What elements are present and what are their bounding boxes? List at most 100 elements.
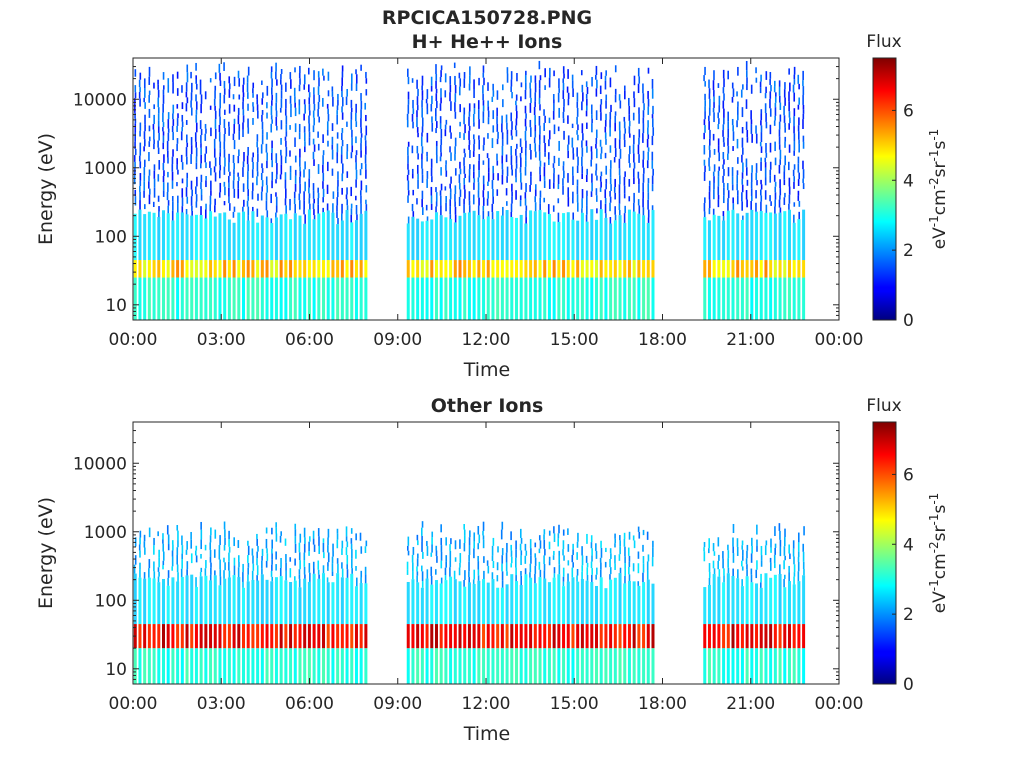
heatmap-cell xyxy=(764,573,768,625)
heatmap-cell xyxy=(538,151,541,161)
heatmap-cell xyxy=(472,583,476,625)
heatmap-cell xyxy=(647,554,650,562)
heatmap-cell xyxy=(166,585,170,625)
heatmap-cell xyxy=(434,569,437,575)
heatmap-cell xyxy=(242,587,246,625)
colorbar-tick-label: 0 xyxy=(903,675,914,695)
heatmap-cell xyxy=(214,119,217,129)
heatmap-cell xyxy=(312,530,315,539)
heatmap-column xyxy=(609,548,613,684)
heatmap-cell xyxy=(529,260,533,278)
heatmap-cell xyxy=(759,211,763,261)
heatmap-cell xyxy=(502,206,504,216)
heatmap-cell xyxy=(289,568,292,578)
heatmap-cell xyxy=(774,563,776,569)
heatmap-cell xyxy=(765,113,767,122)
heatmap-cell xyxy=(430,648,434,684)
heatmap-cell xyxy=(430,552,433,557)
heatmap-cell xyxy=(152,260,156,278)
heatmap-cell xyxy=(764,162,767,168)
heatmap-cell xyxy=(487,133,489,139)
heatmap-cell xyxy=(769,124,772,135)
heatmap-cell xyxy=(331,571,334,576)
heatmap-cell xyxy=(797,551,800,557)
heatmap-cell xyxy=(162,135,165,143)
heatmap-cell xyxy=(223,201,226,206)
heatmap-cell xyxy=(285,205,287,214)
heatmap-cell xyxy=(303,126,306,133)
heatmap-cell xyxy=(223,570,225,579)
heatmap-cell xyxy=(627,648,631,684)
heatmap-cell xyxy=(722,277,726,320)
heatmap-cell xyxy=(181,85,183,93)
heatmap-cell xyxy=(364,140,367,147)
heatmap-cell xyxy=(439,103,442,111)
heatmap-cell xyxy=(152,212,156,261)
heatmap-cell xyxy=(308,551,310,556)
heatmap-cell xyxy=(341,540,344,549)
heatmap-cell xyxy=(723,568,725,576)
heatmap-cell xyxy=(190,574,194,625)
heatmap-cell xyxy=(477,177,480,183)
heatmap-cell xyxy=(759,624,763,649)
heatmap-cell xyxy=(459,121,461,127)
heatmap-column xyxy=(265,527,269,684)
heatmap-cell xyxy=(491,260,495,278)
heatmap-cell xyxy=(312,190,315,199)
heatmap-cell xyxy=(138,624,142,649)
heatmap-cell xyxy=(463,624,467,649)
heatmap-cell xyxy=(473,108,476,115)
heatmap-cell xyxy=(745,558,748,565)
heatmap-cell xyxy=(279,576,283,625)
heatmap-cell xyxy=(468,205,471,213)
heatmap-cell xyxy=(797,219,801,261)
heatmap-cell xyxy=(449,567,451,577)
heatmap-cell xyxy=(552,205,555,212)
heatmap-cell xyxy=(552,221,556,261)
heatmap-cell xyxy=(755,648,759,684)
heatmap-cell xyxy=(195,577,197,587)
heatmap-cell xyxy=(708,563,711,572)
heatmap-cell xyxy=(558,88,560,93)
heatmap-cell xyxy=(745,121,748,130)
heatmap-cell xyxy=(511,91,513,99)
heatmap-cell xyxy=(623,222,627,261)
heatmap-cell xyxy=(181,535,183,546)
heatmap-cell xyxy=(778,260,782,278)
heatmap-cell xyxy=(307,648,311,684)
heatmap-cell xyxy=(600,99,603,105)
heatmap-cell xyxy=(703,624,707,649)
heatmap-cell xyxy=(774,96,777,103)
heatmap-cell xyxy=(345,210,349,261)
heatmap-cell xyxy=(289,198,291,206)
heatmap-cell xyxy=(148,175,150,182)
heatmap-cell xyxy=(538,134,541,140)
heatmap-cell xyxy=(412,211,415,217)
heatmap-cell xyxy=(213,166,216,173)
heatmap-column xyxy=(152,537,156,684)
heatmap-cell xyxy=(566,86,569,93)
heatmap-cell xyxy=(237,107,240,116)
heatmap-cell xyxy=(717,83,720,88)
heatmap-cell xyxy=(157,582,161,625)
heatmap-cell xyxy=(242,211,246,261)
heatmap-cell xyxy=(232,94,235,100)
heatmap-cell xyxy=(595,143,597,149)
heatmap-cell xyxy=(618,203,621,211)
heatmap-cell xyxy=(228,76,231,84)
heatmap-cell xyxy=(638,531,641,539)
heatmap-cell xyxy=(190,71,192,79)
heatmap-cell xyxy=(600,153,602,160)
heatmap-cell xyxy=(477,555,479,562)
heatmap-cell xyxy=(496,260,500,278)
heatmap-cell xyxy=(722,260,726,278)
heatmap-cell xyxy=(195,201,198,208)
heatmap-cell xyxy=(557,574,561,625)
heatmap-cell xyxy=(506,67,509,74)
heatmap-cell xyxy=(453,62,456,69)
heatmap-cell xyxy=(731,167,734,177)
heatmap-cell xyxy=(303,624,307,649)
heatmap-cell xyxy=(237,260,241,278)
heatmap-cell xyxy=(463,157,465,166)
heatmap-cell xyxy=(247,92,249,99)
